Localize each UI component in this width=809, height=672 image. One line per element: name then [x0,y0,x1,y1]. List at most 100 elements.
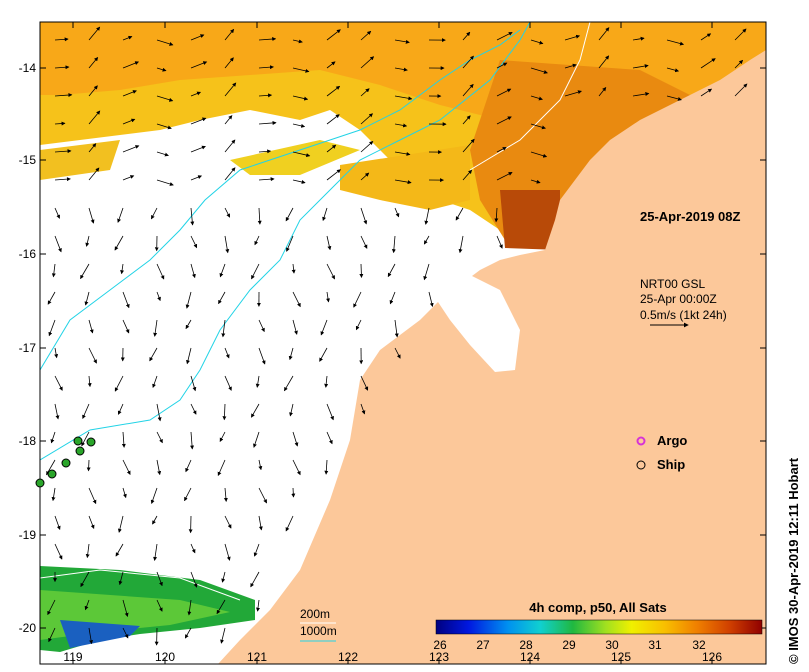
current-vector [564,34,581,41]
current-vector [462,138,475,153]
current-vector [224,82,237,97]
current-vector [149,347,158,362]
y-tick-label: -18 [19,434,37,448]
current-vector [394,95,413,101]
current-vector [394,207,400,218]
current-vector [258,319,265,333]
current-vector [80,571,90,588]
current-vector [54,93,73,98]
current-vector [258,515,263,531]
current-vector [394,67,408,72]
current-vector [734,83,748,97]
contour-legend: 200m 1000m [300,607,337,642]
current-vector [156,599,163,612]
current-vector [319,347,328,362]
imos-credit: © IMOS 30-Apr-2019 12:11 Hobart [786,457,801,664]
current-vector [530,39,544,45]
current-vector [423,235,430,245]
current-vector [353,291,362,308]
current-vector [88,627,94,645]
current-vector [84,291,90,306]
current-vector [289,403,294,417]
argo-marker-icon [636,436,646,446]
current-vector [156,39,174,46]
current-vector [153,319,158,337]
current-vector [326,431,333,445]
current-vector [220,627,226,644]
current-vector [122,175,135,181]
current-vector [54,403,60,420]
current-vector [122,319,130,334]
colorbar-title: 4h comp, p50, All Sats [529,600,667,615]
current-vector [326,144,337,153]
current-vector [360,235,368,249]
current-vector [360,375,369,391]
current-vector [394,319,399,338]
current-vector [187,599,192,616]
current-vector [224,57,234,69]
current-vector [48,627,56,643]
current-vector [530,179,541,184]
current-vector [258,120,277,125]
current-vector [122,118,136,125]
current-vector [156,431,163,444]
current-vector [253,543,260,557]
current-vector [394,151,411,156]
current-vector [224,207,231,218]
colorbar-tick-label: 30 [605,638,619,652]
current-vector [80,263,90,280]
current-vector [185,291,192,309]
current-vector [462,55,474,69]
current-vector [258,65,274,70]
x-tick-label: 123 [429,650,449,664]
current-vector [54,543,63,560]
current-vector [48,319,56,337]
x-tick-label: 124 [520,650,540,664]
current-vector [700,33,712,41]
current-vector [320,319,328,336]
current-vector [221,319,226,338]
y-tick-label: -14 [19,61,37,75]
current-vector [50,431,56,444]
current-vector [122,459,131,475]
current-vector [120,263,125,275]
x-tick-label: 120 [155,650,175,664]
timestamp-label: 25-Apr-2019 08Z [640,209,740,224]
ship-point [86,437,96,447]
current-vector [224,515,232,529]
current-vector [455,207,464,221]
current-vector [190,91,202,97]
current-vector [700,58,716,69]
current-vector [251,403,260,418]
y-tick-label: -15 [19,153,37,167]
current-vector [288,347,294,361]
current-vector [117,207,124,223]
current-vector [326,291,330,303]
colorbar-tick-label: 31 [648,638,662,652]
current-vector [156,151,169,157]
ship-marker-icon [636,460,646,470]
current-vector [632,36,645,41]
current-vector [496,235,503,249]
current-vector [530,95,543,101]
current-vector [530,67,548,74]
x-tick-label: 122 [338,650,358,664]
current-vector [292,67,310,73]
current-vector [254,235,260,246]
current-vector [190,571,198,588]
current-vector [190,431,195,450]
x-axis: 119 120 121 122 123 124 125 126 [63,22,722,664]
current-vector [224,375,232,391]
current-vector [394,39,410,44]
current-vector [117,515,124,533]
current-vector [88,56,99,69]
current-vector [51,487,56,502]
contour-200m-line-2 [40,569,241,601]
current-vector [87,375,92,388]
current-vector [224,115,233,125]
sst-patch-c [40,140,120,180]
current-vector [224,347,230,359]
current-vector [224,235,230,254]
current-vector [666,95,682,101]
